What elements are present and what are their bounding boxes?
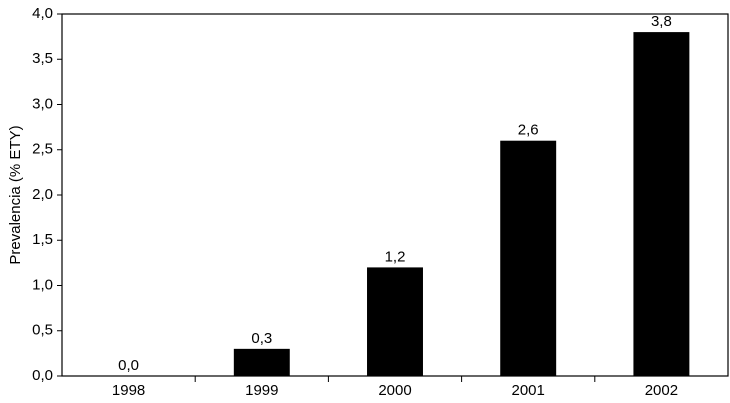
y-tick-label: 3,0 bbox=[32, 95, 53, 112]
value-label: 1,2 bbox=[385, 248, 406, 265]
y-axis-label: Prevalencia (% ETY) bbox=[7, 125, 24, 264]
y-tick-label: 3,5 bbox=[32, 50, 53, 67]
y-tick-label: 0,5 bbox=[32, 322, 53, 339]
value-label: 0,3 bbox=[251, 330, 272, 347]
value-label: 3,8 bbox=[651, 13, 672, 30]
y-tick-label: 2,0 bbox=[32, 186, 53, 203]
y-tick-label: 2,5 bbox=[32, 141, 53, 158]
bar bbox=[500, 140, 557, 376]
bar bbox=[633, 32, 690, 376]
y-tick-label: 4,0 bbox=[32, 5, 53, 22]
bar bbox=[233, 348, 290, 376]
y-tick-label: 0,0 bbox=[32, 367, 53, 384]
value-label: 2,6 bbox=[518, 122, 539, 139]
y-tick-label: 1,0 bbox=[32, 276, 53, 293]
x-tick-label: 1999 bbox=[245, 382, 278, 399]
value-label: 0,0 bbox=[118, 357, 139, 374]
x-tick-label: 2002 bbox=[645, 382, 678, 399]
x-tick-label: 2000 bbox=[378, 382, 411, 399]
x-tick-label: 2001 bbox=[512, 382, 545, 399]
y-tick-label: 1,5 bbox=[32, 231, 53, 248]
bar bbox=[367, 267, 423, 376]
x-tick-label: 1998 bbox=[112, 382, 145, 399]
